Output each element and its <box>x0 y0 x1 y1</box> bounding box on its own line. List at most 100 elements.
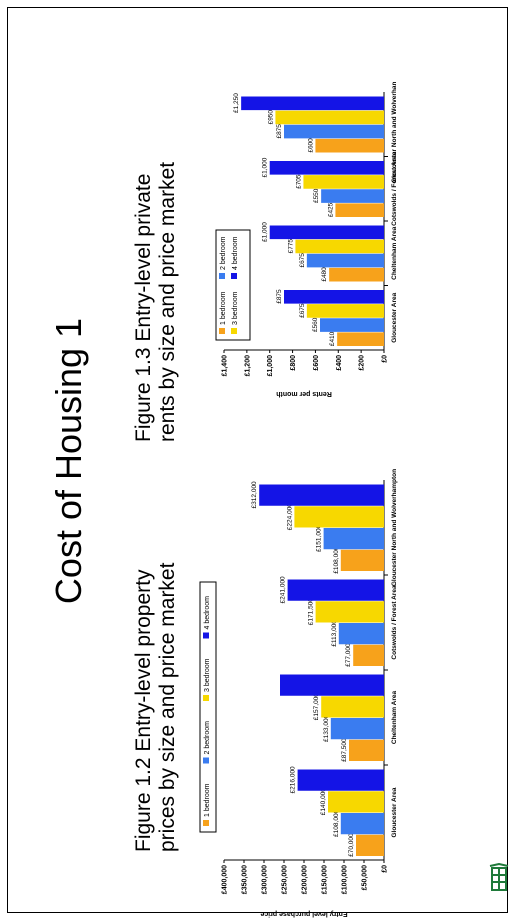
bar-2-bedroom <box>340 813 385 835</box>
legend-swatch <box>203 757 209 764</box>
category-label: Cheltenham Area <box>391 226 398 280</box>
category-label: Gloucester Area <box>391 787 398 837</box>
figure-1-2-caption: Figure 1.2 Entry-level property prices b… <box>132 563 180 852</box>
category-label: Gloucester North and Wolverhampton <box>391 82 398 183</box>
bar-4-bedroom <box>241 96 385 111</box>
bar-2-bedroom <box>338 623 385 645</box>
y-axis-title: Entry level purchase price <box>260 910 347 917</box>
data-label: £600 <box>307 138 314 153</box>
legend-swatch <box>231 328 237 334</box>
bar-3-bedroom <box>303 175 384 189</box>
legend-swatch <box>203 632 209 639</box>
data-label: £705 <box>295 174 302 189</box>
category-label: Gloucester Area <box>391 292 398 342</box>
y-tick-label: £50,000 <box>362 865 369 890</box>
legend-label: 2 bedroom <box>204 721 211 755</box>
data-label: £77,000 <box>345 643 352 667</box>
data-label: £775 <box>287 239 294 254</box>
data-label: £140,000 <box>320 788 327 815</box>
legend-swatch <box>219 328 225 334</box>
y-tick-label: £0 <box>382 355 389 363</box>
data-label: £108,000 <box>333 546 340 573</box>
bar-3-bedroom <box>328 791 384 813</box>
bar-3-bedroom <box>315 601 384 623</box>
legend-label: 3 bedroom <box>204 658 211 692</box>
bar-1-bedroom <box>349 739 384 761</box>
data-label: £113,000 <box>331 620 338 647</box>
y-tick-label: £200 <box>359 355 366 371</box>
data-label: £312,000 <box>251 481 258 508</box>
y-tick-label: £400 <box>336 355 343 371</box>
category-label: Cheltenham Area <box>391 691 398 745</box>
data-label: £410 <box>329 331 336 346</box>
legend-label: 3 bedroom <box>232 291 239 325</box>
figure-1-3-caption-line1: Figure 1.3 Entry-level private <box>132 173 155 442</box>
bar-2-bedroom <box>306 253 384 268</box>
bar-3-bedroom <box>294 506 384 528</box>
y-tick-label: £200,000 <box>302 865 309 894</box>
category-label: Cotswolds / Forest Area <box>391 151 398 226</box>
y-tick-label: £250,000 <box>282 865 289 894</box>
data-label: £87,500 <box>341 738 348 762</box>
bar-4-bedroom <box>287 579 384 601</box>
data-label: £157,000 <box>313 693 320 720</box>
data-label: £108,000 <box>333 809 340 836</box>
y-tick-label: £100,000 <box>342 865 349 894</box>
bar-4-bedroom <box>269 225 384 240</box>
data-label: £151,000 <box>316 524 323 551</box>
bar-1-bedroom <box>340 549 385 571</box>
property-price-chart: 1 bedroom 2 bedroom 3 bedroom 4 bedroom Entr… <box>199 469 398 917</box>
bar-2-bedroom <box>321 189 385 203</box>
data-label: £875 <box>276 289 283 304</box>
y-tick-label: £150,000 <box>322 865 329 894</box>
private-rent-chart: 1 bedroom 2 bedroom 3 bedroom 4 bedroom Rent… <box>215 82 398 397</box>
data-label: £550 <box>313 188 320 203</box>
legend-swatch <box>203 695 209 701</box>
y-tick-label: £800 <box>290 355 297 371</box>
data-label: £560 <box>312 317 319 332</box>
bar-1-bedroom <box>337 332 384 346</box>
data-label: £875 <box>276 124 283 139</box>
bar-4-bedroom <box>284 290 384 304</box>
figure-1-3-caption: Figure 1.3 Entry-level private rents by … <box>132 162 180 442</box>
data-label: £675 <box>299 303 306 318</box>
slide-title: Cost of Housing 1 <box>48 317 89 605</box>
bar-4-bedroom <box>269 161 384 175</box>
y-tick-label: £600 <box>313 355 320 371</box>
bar-2-bedroom <box>330 718 385 740</box>
category-label: Gloucester North and Wolverhampton <box>391 469 398 586</box>
legend-label: 4 bedroom <box>204 596 211 630</box>
data-label: £171,500 <box>308 598 315 625</box>
legend-label: 4 bedroom <box>232 236 239 270</box>
bar-2-bedroom <box>320 318 384 332</box>
data-label: £425 <box>327 202 334 217</box>
data-label: £70,000 <box>348 833 355 857</box>
legend-swatch <box>231 273 237 279</box>
bar-4-bedroom <box>259 484 384 506</box>
bar-4-bedroom <box>297 769 384 791</box>
data-label: £224,000 <box>286 503 293 530</box>
data-label: £241,000 <box>280 576 287 603</box>
bar-1-bedroom <box>329 267 384 282</box>
data-label: £1,250 <box>233 93 240 113</box>
y-tick-label: £0 <box>382 865 389 873</box>
bar-3-bedroom <box>295 239 384 254</box>
figure-1-3-caption-line2: rents by size and price market <box>156 161 179 442</box>
bar-1-bedroom <box>356 834 384 856</box>
legend-label: 2 bedroom <box>220 236 227 270</box>
y-axis-title: Rents per month <box>276 390 332 397</box>
data-label: £1,000 <box>262 222 269 242</box>
legend-swatch <box>219 273 225 279</box>
bar-4-bedroom <box>280 674 384 696</box>
category-label: Cotswolds / Forest Area <box>391 585 398 660</box>
legend-swatch <box>203 820 209 826</box>
bar-2-bedroom <box>323 528 385 550</box>
bar-3-bedroom <box>306 304 384 318</box>
bar-1-bedroom <box>353 644 384 666</box>
y-tick-label: £400,000 <box>222 865 229 894</box>
legend-label: 1 bedroom <box>220 291 227 325</box>
y-tick-label: £350,000 <box>242 865 249 894</box>
bar-1-bedroom <box>315 138 384 153</box>
bar-3-bedroom <box>275 110 384 125</box>
